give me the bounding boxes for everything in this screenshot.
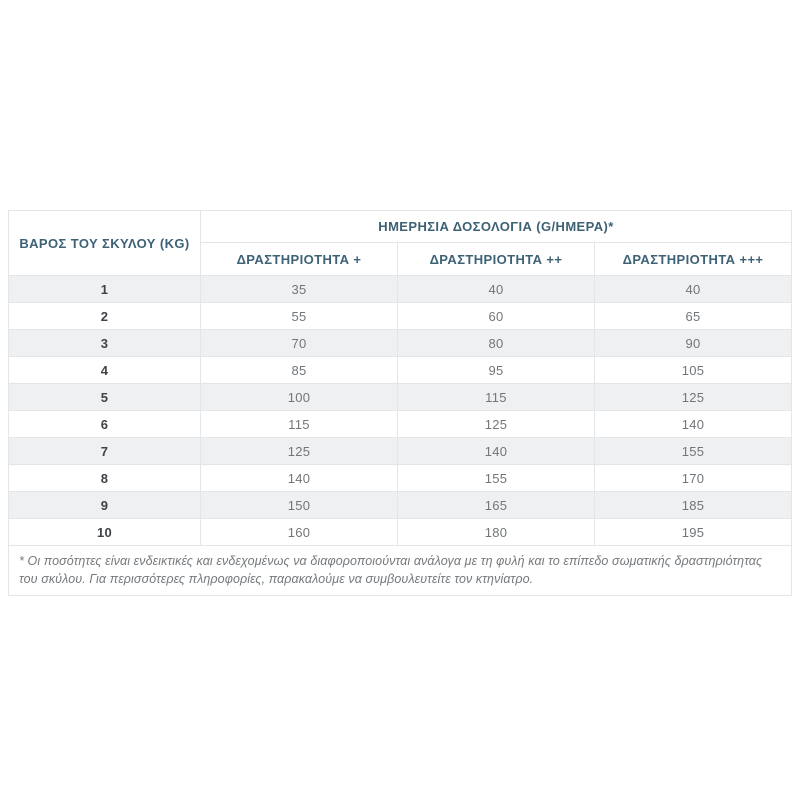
dosage-cell: 165 [397, 491, 595, 519]
dosage-cell: 65 [594, 302, 792, 330]
table-row: 7 125 140 155 [8, 437, 792, 465]
daily-dosage-header: ΗΜΕΡΗΣΙΑ ΔΟΣΟΛΟΓΙΑ (G/ΗΜΕΡΑ)* [200, 210, 792, 243]
dosage-cell: 140 [594, 410, 792, 438]
dosage-cell: 40 [397, 275, 595, 303]
activity-plus-plus-plus-header: ΔΡΑΣΤΗΡΙΟΤΗΤΑ +++ [594, 242, 792, 276]
weight-cell: 4 [8, 356, 201, 384]
table-row: 6 115 125 140 [8, 410, 792, 438]
activity-plus-header: ΔΡΑΣΤΗΡΙΟΤΗΤΑ + [200, 242, 398, 276]
dosage-cell: 35 [200, 275, 398, 303]
dosage-cell: 125 [200, 437, 398, 465]
weight-column-header: ΒΑΡΟΣ ΤΟΥ ΣΚΥΛΟΥ (KG) [8, 210, 201, 276]
dosage-cell: 85 [200, 356, 398, 384]
weight-cell: 9 [8, 491, 201, 519]
table-row: 5 100 115 125 [8, 383, 792, 411]
weight-cell: 8 [8, 464, 201, 492]
dosage-cell: 160 [200, 518, 398, 546]
dosage-cell: 55 [200, 302, 398, 330]
dosage-cell: 125 [594, 383, 792, 411]
weight-cell: 6 [8, 410, 201, 438]
table-row: 4 85 95 105 [8, 356, 792, 384]
dosage-cell: 195 [594, 518, 792, 546]
weight-cell: 3 [8, 329, 201, 357]
dosage-cell: 80 [397, 329, 595, 357]
table-row: 1 35 40 40 [8, 275, 792, 303]
weight-cell: 2 [8, 302, 201, 330]
table-footer: * Οι ποσότητες είναι ενδεικτικές και ενδ… [8, 544, 792, 597]
table-row: 3 70 80 90 [8, 329, 792, 357]
dosage-cell: 90 [594, 329, 792, 357]
dosage-cell: 155 [594, 437, 792, 465]
dosage-cell: 95 [397, 356, 595, 384]
dosage-cell: 180 [397, 518, 595, 546]
table-row: 8 140 155 170 [8, 464, 792, 492]
table-body: 1 35 40 40 2 55 60 65 3 70 80 90 4 85 95 105 5 100 115 125 6… [8, 275, 792, 546]
dosage-cell: 170 [594, 464, 792, 492]
footnote-text: * Οι ποσότητες είναι ενδεικτικές και ενδ… [8, 544, 792, 597]
table-row: 10 160 180 195 [8, 518, 792, 546]
dosage-cell: 60 [397, 302, 595, 330]
weight-cell: 10 [8, 518, 201, 546]
dosage-cell: 115 [200, 410, 398, 438]
dosage-cell: 125 [397, 410, 595, 438]
table-row: 9 150 165 185 [8, 491, 792, 519]
dosage-cell: 140 [200, 464, 398, 492]
weight-cell: 7 [8, 437, 201, 465]
dosage-cell: 155 [397, 464, 595, 492]
weight-cell: 1 [8, 275, 201, 303]
dosage-cell: 150 [200, 491, 398, 519]
dosage-cell: 70 [200, 329, 398, 357]
table-row: 2 55 60 65 [8, 302, 792, 330]
weight-cell: 5 [8, 383, 201, 411]
table-header: ΒΑΡΟΣ ΤΟΥ ΣΚΥΛΟΥ (KG) ΗΜΕΡΗΣΙΑ ΔΟΣΟΛΟΓΙΑ… [8, 210, 792, 276]
dosage-cell: 115 [397, 383, 595, 411]
footnote-row: * Οι ποσότητες είναι ενδεικτικές και ενδ… [8, 544, 792, 597]
dosage-cell: 100 [200, 383, 398, 411]
dosage-cell: 105 [594, 356, 792, 384]
activity-plus-plus-header: ΔΡΑΣΤΗΡΙΟΤΗΤΑ ++ [397, 242, 595, 276]
dosage-cell: 40 [594, 275, 792, 303]
header-row-main: ΒΑΡΟΣ ΤΟΥ ΣΚΥΛΟΥ (KG) ΗΜΕΡΗΣΙΑ ΔΟΣΟΛΟΓΙΑ… [8, 210, 792, 276]
feeding-dosage-table: ΒΑΡΟΣ ΤΟΥ ΣΚΥΛΟΥ (KG) ΗΜΕΡΗΣΙΑ ΔΟΣΟΛΟΓΙΑ… [8, 210, 792, 597]
dosage-cell: 185 [594, 491, 792, 519]
dosage-cell: 140 [397, 437, 595, 465]
header-row-activity: ΔΡΑΣΤΗΡΙΟΤΗΤΑ + ΔΡΑΣΤΗΡΙΟΤΗΤΑ ++ ΔΡΑΣΤΗΡ… [9, 242, 792, 276]
